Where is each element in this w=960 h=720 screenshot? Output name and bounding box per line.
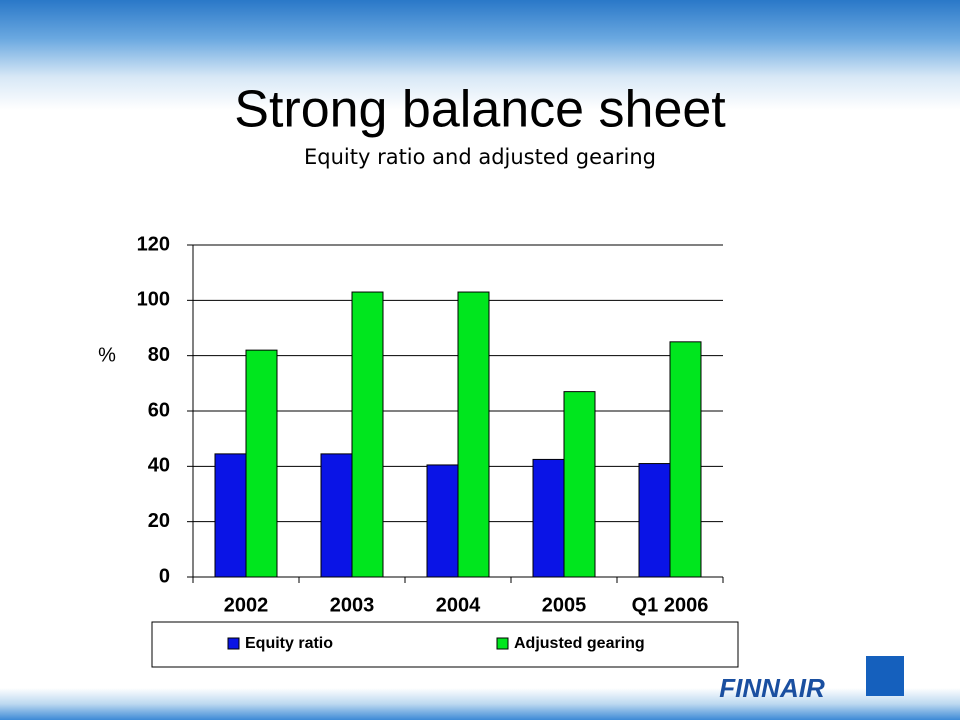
- subtitle: Equity ratio and adjusted gearing: [304, 145, 656, 169]
- bar: [214, 453, 247, 578]
- bar: [457, 291, 490, 578]
- legend-box: [151, 621, 739, 668]
- sky-banner: [0, 0, 960, 110]
- legend-swatch: [227, 637, 240, 650]
- logo: FINNAIR: [719, 673, 825, 703]
- bar: [320, 453, 353, 578]
- x-tick-label: 2005: [542, 594, 587, 616]
- legend-swatch: [496, 637, 509, 650]
- y-axis-label: %: [98, 344, 116, 366]
- x-tick-label: 2004: [436, 594, 481, 616]
- bar: [245, 349, 278, 578]
- y-tick-label: 80: [148, 344, 170, 366]
- bar: [426, 464, 459, 578]
- y-tick-label: 40: [148, 455, 170, 477]
- bar: [563, 391, 596, 578]
- footer-band: [0, 688, 960, 720]
- y-tick-label: 100: [137, 289, 170, 311]
- logo-mark: [866, 656, 904, 696]
- y-tick-label: 20: [148, 510, 170, 532]
- legend-label: Equity ratio: [245, 635, 333, 652]
- x-tick-label: Q1 2006: [632, 594, 709, 616]
- y-tick-label: 60: [148, 399, 170, 421]
- x-tick-label: 2003: [330, 594, 375, 616]
- bar: [669, 341, 702, 578]
- legend-label: Adjusted gearing: [514, 635, 645, 652]
- bar: [351, 291, 384, 578]
- x-tick-label: 2002: [224, 594, 269, 616]
- bar: [638, 463, 671, 578]
- y-tick-label: 120: [137, 233, 170, 255]
- bar: [532, 458, 565, 578]
- y-tick-label: 0: [159, 565, 170, 587]
- title: Strong balance sheet: [234, 81, 726, 139]
